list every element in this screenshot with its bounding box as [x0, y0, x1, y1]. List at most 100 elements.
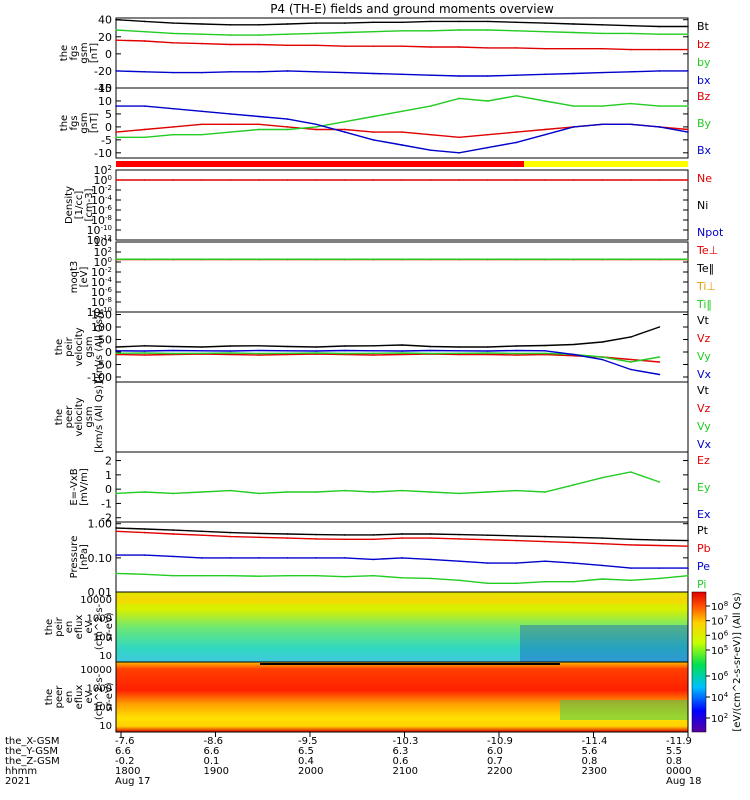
series-bx-point: [572, 72, 575, 75]
series-Ne-point: [429, 179, 432, 181]
series-Ti‖-point: [344, 258, 346, 261]
series-Vx-point: [487, 350, 489, 352]
series-Bt-point: [487, 20, 489, 23]
series-Pi-point: [229, 574, 232, 577]
series-Ne-point: [458, 179, 461, 181]
legend-bx: bx: [697, 74, 711, 87]
series-Ti‖-point: [201, 258, 203, 261]
series-Pb-point: [172, 533, 174, 535]
series-Pt-point: [201, 530, 203, 533]
colorbar-tick-label-top: 106: [711, 629, 729, 642]
series-bz-point: [315, 44, 318, 47]
series-Pb-point: [201, 534, 203, 537]
series-Bz-point: [515, 131, 518, 133]
panel-8: Pressure [nPa] 1.00 0.10 0.01 Pt Pb Pe Pi: [69, 518, 711, 599]
series-Bx-point: [201, 110, 203, 113]
series-Pi-point: [658, 577, 661, 580]
series-Ne-point: [286, 179, 289, 181]
ephemeris-date: Aug 17: [115, 776, 150, 787]
series-bx-point: [172, 71, 174, 74]
series-bx-point: [401, 73, 403, 76]
series-Bx-point: [572, 126, 575, 128]
series-bz-point: [258, 43, 260, 46]
ytick-label: 1000: [87, 614, 112, 625]
ephemeris-x: -10.9: [487, 736, 513, 747]
series-Pb-point: [658, 544, 661, 547]
series-Ey-point: [487, 491, 489, 493]
series-Vy-point: [115, 352, 117, 355]
ephemeris-hhmm: 2200: [487, 766, 512, 777]
series-Ey-point: [315, 491, 318, 493]
series-bx-point: [658, 70, 661, 72]
series-Vt-point: [601, 341, 603, 343]
ephemeris-hhmm: 2100: [393, 766, 418, 777]
series-by-point: [601, 32, 603, 35]
series-Bx-point: [658, 126, 661, 128]
ytick-label: 20: [98, 31, 112, 44]
series-Ey-line: [115, 471, 660, 495]
series-Vz-point: [115, 353, 117, 356]
colorbar-tick-label-top: 105: [711, 644, 728, 657]
ytick-exponent: 0: [108, 174, 112, 182]
ephemeris-hhmm: 2300: [582, 766, 607, 777]
series-Bz-point: [401, 131, 403, 133]
panel-6-ylabel: [km/s (All Qs)]: [94, 381, 105, 453]
series-bx-point: [372, 72, 375, 75]
series-Bz-point: [115, 131, 117, 133]
series-Pe-point: [515, 562, 518, 564]
series-Ti‖-point: [515, 258, 518, 261]
series-Bt-point: [515, 21, 518, 24]
series-Pi-point: [544, 580, 546, 583]
legend-Ti⊥: Ti⊥: [696, 280, 716, 293]
series-Vx-point: [229, 350, 232, 352]
ytick-exponent: -2: [105, 184, 112, 192]
panel-4-ylabel: moqt3: [69, 261, 80, 294]
series-Ne-point: [229, 179, 232, 181]
panel-7: E=-VxB [mV/m] 210-1 -2 Ez Ey Ex: [69, 451, 711, 525]
series-By-point: [458, 97, 461, 100]
series-bz-point: [201, 42, 203, 45]
series-Ey-point: [258, 492, 260, 495]
ytick-label: 1.00: [88, 518, 113, 531]
series-Ti‖-point: [658, 258, 661, 261]
ytick-label: 1: [105, 469, 112, 482]
series-By-point: [315, 126, 318, 128]
panel-3-ylabel: Density: [64, 186, 75, 224]
series-Vx-point: [286, 349, 289, 352]
panel-10-ylabel: sr-eV): [104, 682, 115, 711]
colorbar-exponent: 7: [724, 615, 728, 623]
panel-6-frame: [115, 381, 689, 453]
series-Ey-point: [658, 481, 661, 483]
series-Ti‖-point: [143, 258, 146, 261]
series-Vx-line: [115, 349, 660, 376]
series-Vx-point: [401, 350, 403, 352]
ytick-label: 100: [94, 256, 112, 269]
series-Vx-point: [201, 349, 203, 352]
series-Bx-point: [143, 105, 146, 107]
series-by-point: [630, 32, 632, 35]
series-Ne-point: [572, 179, 575, 181]
ephemeris-y: 5.5: [666, 746, 682, 757]
series-Vx-point: [630, 368, 632, 371]
series-Bt-point: [201, 23, 203, 25]
series-by-point: [172, 32, 174, 35]
series-Ey-point: [344, 489, 346, 492]
series-Pb-point: [458, 538, 461, 540]
series-By-point: [258, 128, 260, 131]
series-Ti‖-point: [229, 258, 232, 261]
series-Pe-point: [115, 554, 117, 556]
legend-Pt: Pt: [697, 524, 709, 537]
series-Ne-point: [344, 179, 346, 181]
series-Vy-point: [429, 352, 432, 355]
ytick-label: -100: [87, 371, 112, 384]
series-Ne-point: [515, 179, 518, 181]
legend-Npot: Npot: [697, 226, 724, 239]
series-By-point: [286, 128, 289, 131]
series-Vt-point: [344, 345, 346, 347]
series-Bx-point: [401, 144, 403, 146]
series-Ti‖-point: [115, 258, 117, 261]
ytick-label: 1000: [87, 684, 112, 695]
